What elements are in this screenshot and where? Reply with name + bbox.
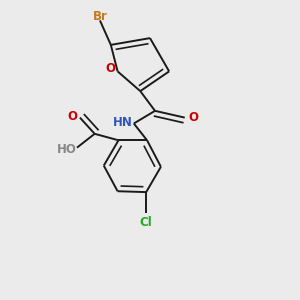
Text: HO: HO (57, 142, 76, 156)
Text: HN: HN (112, 116, 132, 129)
Text: Cl: Cl (140, 216, 152, 229)
Text: O: O (68, 110, 78, 123)
Text: Br: Br (92, 10, 107, 22)
Text: O: O (188, 110, 198, 124)
Text: O: O (105, 62, 115, 75)
